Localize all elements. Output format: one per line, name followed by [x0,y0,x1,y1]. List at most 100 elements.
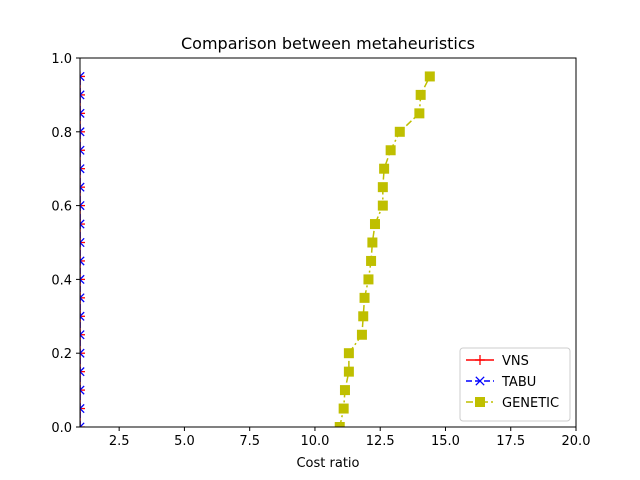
x-tick-label-2: 7.5 [239,434,260,449]
point-tabu-7 [80,293,85,303]
point-vns-19 [80,71,85,82]
point-genetic-1 [338,403,349,414]
series-vns [80,71,85,427]
y-axis: 0.0 0.2 0.4 0.6 0.8 1.0 [51,52,80,436]
point-tabu-10-a [80,241,85,248]
point-tabu-1 [80,403,85,414]
point-genetic-14 [379,163,390,174]
point-tabu-15-a [80,149,85,155]
point-vns-2 [80,385,85,396]
point-tabu-4 [80,348,85,358]
point-tabu-17 [80,108,85,118]
legend-label-vns: VNS [502,354,529,369]
point-tabu-0 [80,422,85,427]
plot-frame [79,57,577,428]
point-tabu-15-b [80,145,85,152]
legend: VNS TABU GENETIC [459,347,571,422]
point-tabu-16 [80,127,85,137]
point-tabu-11-b [80,219,85,225]
point-tabu-2-a [80,389,85,395]
point-tabu-8 [80,274,85,285]
point-tabu-6-b [80,311,85,318]
y-tick-label-5: 1.0 [51,52,72,67]
legend-entry-genetic: GENETIC [466,396,559,411]
point-genetic-6 [358,311,369,322]
x-tick-label-5: 15.0 [431,434,460,449]
point-tabu-15 [80,145,85,155]
point-genetic-11 [369,219,380,230]
point-tabu-9-b [80,256,85,262]
point-tabu-11-a [80,223,85,229]
series-tabu [80,71,85,427]
point-genetic-17 [414,108,425,119]
point-tabu-5-b [80,330,85,336]
point-vns-13 [80,182,85,193]
point-tabu-8-a [80,278,85,285]
point-vns-16 [80,126,85,137]
x-tick-label-6: 17.5 [496,434,525,449]
point-genetic-2 [339,385,350,396]
point-tabu-9 [80,256,85,266]
point-tabu-12 [80,200,85,211]
y-tick-label-4: 0.8 [51,126,72,141]
y-tick-label-0: 0.0 [51,421,72,436]
point-vns-4 [80,348,85,359]
point-genetic-0 [334,422,345,427]
point-vns-5 [80,329,85,340]
point-vns-12 [80,200,85,211]
point-tabu-7-a [80,296,85,303]
legend-entry-vns: VNS [466,354,529,369]
point-tabu-4-b [80,348,85,355]
point-tabu-2 [80,385,85,395]
point-tabu-13 [80,182,85,192]
point-tabu-6-a [80,315,85,321]
point-tabu-19-b [80,71,85,78]
point-vns-6 [80,311,85,322]
point-tabu-17-a [80,112,85,118]
point-tabu-6 [80,311,85,321]
point-tabu-16-b [80,127,85,133]
point-tabu-11 [80,219,85,229]
point-tabu-18 [80,90,85,100]
point-tabu-7-b [80,293,85,299]
point-vns-9 [80,255,85,266]
series-genetic [334,71,435,427]
point-vns-14 [80,163,85,174]
legend-marker-tabu [475,376,485,386]
legend-entry-tabu: TABU [466,375,536,390]
point-genetic-15 [385,145,396,156]
x-tick-label-4: 12.5 [366,434,395,449]
point-tabu-14-a [80,167,85,174]
point-tabu-12-a [80,204,85,211]
point-tabu-10 [80,237,85,248]
point-genetic-9 [366,255,377,266]
point-tabu-12-b [80,200,85,207]
point-vns-17 [80,108,85,119]
point-tabu-5 [80,330,85,340]
point-tabu-13-a [80,186,85,192]
point-genetic-18 [415,89,426,100]
point-tabu-10-b [80,237,85,244]
x-axis-label: Cost ratio [296,456,359,471]
point-tabu-3-b [80,367,85,373]
legend-marker-genetic [475,397,485,407]
point-tabu-2-b [80,385,85,392]
plot-area [80,71,435,427]
x-tick-label-7: 20.0 [562,434,591,449]
point-genetic-3 [343,366,354,377]
chart-title: Comparison between metaheuristics [181,34,475,53]
point-vns-3 [80,366,85,377]
point-genetic-7 [359,292,370,303]
point-tabu-0-b [80,422,85,427]
point-genetic-10 [367,237,378,248]
point-vns-10 [80,237,85,248]
point-tabu-8-b [80,274,85,281]
point-vns-15 [80,145,85,156]
legend-marker-vns [475,355,485,365]
y-tick-label-3: 0.6 [51,200,72,215]
point-tabu-3 [80,367,85,377]
point-tabu-4-a [80,352,85,358]
point-genetic-4 [343,348,354,359]
point-genetic-12 [377,200,388,211]
